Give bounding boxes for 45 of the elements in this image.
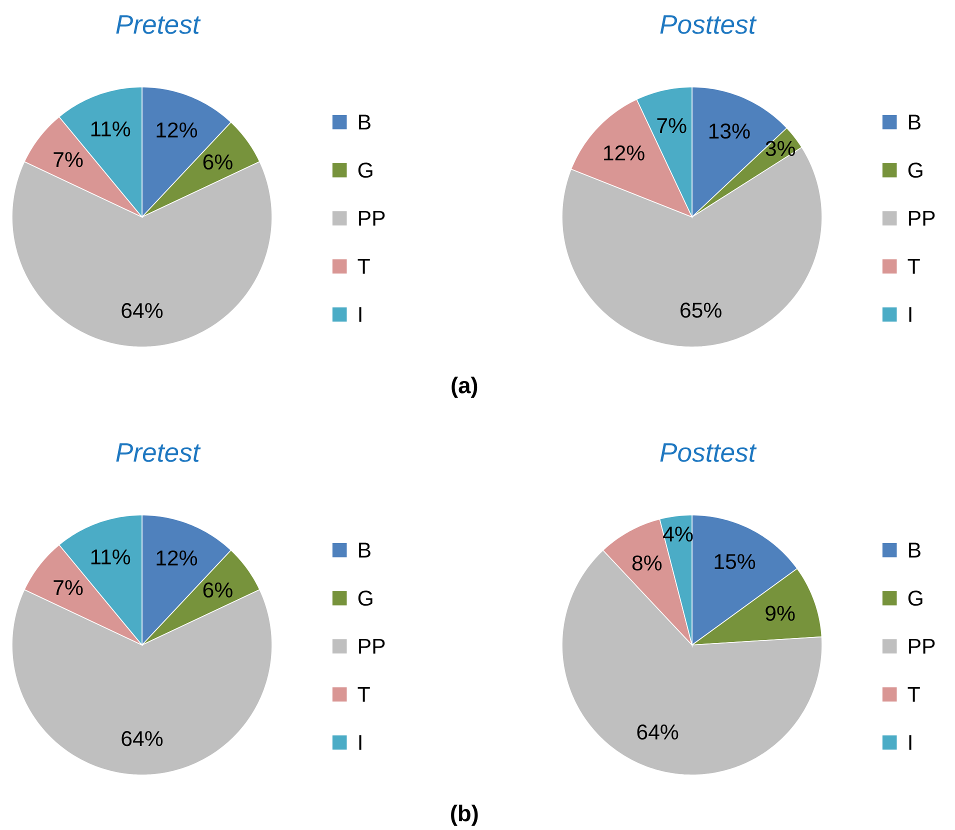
legend-label: G: [908, 162, 922, 178]
data-label: 8%: [632, 555, 662, 570]
legend-label: T: [908, 686, 920, 702]
data-label: 65%: [680, 302, 722, 318]
legend-label: T: [908, 258, 920, 274]
data-label: 12%: [156, 550, 198, 566]
data-label: 7%: [54, 580, 83, 595]
text: (a): [452, 376, 478, 398]
data-label: 64%: [122, 302, 163, 318]
legend-label: PP: [359, 210, 385, 226]
text: (b): [451, 804, 478, 826]
chart-title: Posttest: [660, 15, 757, 34]
data-label: 7%: [54, 152, 83, 167]
data-label: 6%: [203, 582, 232, 598]
legend-label: I: [359, 735, 362, 750]
data-label: 3%: [766, 140, 796, 156]
data-label: 12%: [156, 122, 198, 138]
chart-title: Posttest: [660, 443, 757, 462]
data-label: 15%: [714, 554, 756, 569]
chart-title: Pretest: [116, 15, 201, 34]
data-label: 13%: [709, 123, 750, 139]
legend-label: B: [909, 542, 920, 558]
data-label: 6%: [203, 154, 232, 170]
data-label: 64%: [122, 730, 163, 746]
legend-label: G: [358, 590, 372, 606]
legend-label: B: [359, 114, 370, 130]
data-label: 7%: [657, 118, 686, 133]
legend-label: B: [359, 542, 370, 558]
legend-label: I: [909, 307, 912, 322]
legend-label: B: [909, 114, 920, 130]
data-label: 12%: [604, 145, 644, 160]
data-label: 9%: [766, 606, 795, 621]
data-label: 64%: [637, 724, 678, 740]
legend-label: PP: [909, 638, 935, 654]
legend-label: I: [359, 307, 362, 322]
legend-label: PP: [359, 638, 385, 654]
chart-title: Pretest: [116, 443, 201, 462]
legend-label: G: [358, 162, 372, 178]
legend-label: I: [909, 735, 912, 750]
legend-label: T: [358, 258, 370, 274]
data-label: 11%: [91, 121, 130, 136]
legend-label: PP: [909, 210, 935, 226]
legend-label: G: [908, 590, 922, 606]
data-label: 11%: [91, 549, 130, 564]
legend-label: T: [358, 686, 370, 702]
